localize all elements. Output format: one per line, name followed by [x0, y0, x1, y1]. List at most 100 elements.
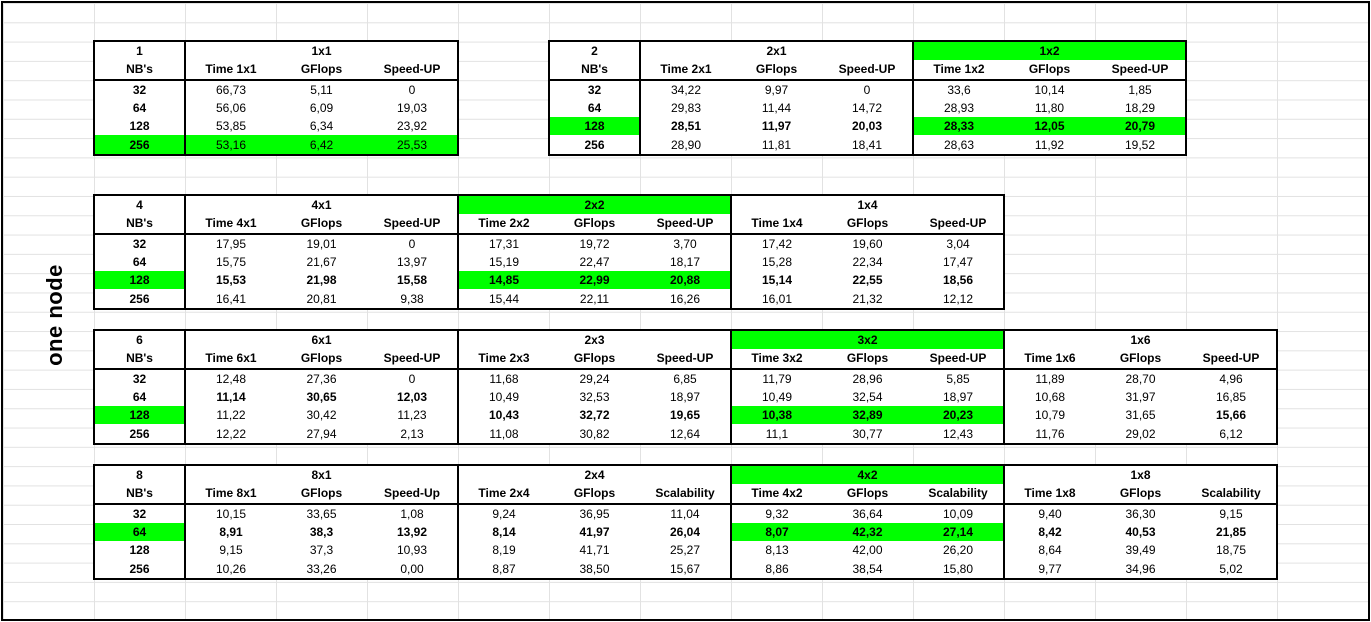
column-header: Time 3x2 [731, 349, 822, 370]
column-header: GFlops [276, 349, 367, 370]
value-cell: 10,68 [1034, 390, 1066, 405]
value-cell: 9,38 [367, 289, 459, 310]
value-cell: 0,00 [367, 559, 459, 580]
table-row: 64 11,14 30,65 12,03 10,49 32,53 18,97 10,49 32,… [93, 387, 1278, 407]
value-cell: 10,93 [367, 541, 459, 560]
table-row: 32 34,22 9,97 0 33,6 10,14 1,85 [548, 79, 1187, 99]
value-cell: 13,97 [367, 252, 459, 272]
value-cell: 17,31 [488, 236, 520, 251]
value-cell: 0 [367, 233, 459, 253]
value-cell: 31,65 [1125, 408, 1156, 423]
value-cell: 30,82 [549, 424, 640, 445]
value-cell: 19,65 [640, 406, 732, 425]
value-cell: 17,42 [761, 236, 793, 251]
value-cell: 6,09 [309, 101, 334, 116]
value-cell: 11,44 [761, 101, 792, 116]
value-cell: 31,97 [1125, 390, 1156, 405]
column-header: GFlops [822, 349, 913, 370]
value-cell: 21,67 [306, 255, 337, 270]
block-id: 2 [548, 39, 641, 61]
value-cell: 36,95 [579, 506, 610, 521]
column-header: Speed-UP [913, 214, 1005, 235]
column-header: Speed-UP [640, 349, 732, 370]
group-title: 1x2 [913, 39, 1187, 61]
value-cell: 18,41 [822, 135, 914, 156]
nb-cell: 32 [93, 368, 186, 388]
nb-cell: 256 [93, 135, 186, 156]
column-header: Time 2x4 [458, 484, 549, 505]
value-cell: 15,53 [215, 273, 247, 288]
column-header: Speed-UP [822, 60, 914, 81]
value-cell: 20,88 [640, 271, 732, 290]
value-cell: 11,04 [640, 503, 732, 523]
value-cell: 20,79 [1095, 117, 1187, 136]
value-cell: 16,85 [1186, 387, 1278, 407]
value-cell: 42,32 [822, 522, 913, 542]
nb-cell: 256 [93, 559, 186, 580]
value-cell: 9,15 [1186, 503, 1278, 523]
value-cell: 11,23 [367, 406, 459, 425]
table-row: 256 28,90 11,81 18,41 28,63 11,92 19,52 [548, 135, 1187, 156]
table-row: 128 15,53 21,98 15,58 14,85 22,99 20,88 15,14 22… [93, 271, 1005, 290]
column-header: GFlops [1095, 349, 1186, 370]
value-cell: 22,55 [852, 273, 883, 288]
value-cell: 15,44 [458, 289, 549, 310]
column-header: GFlops [276, 214, 367, 235]
value-cell: 12,43 [913, 424, 1005, 445]
value-cell: 3,70 [640, 233, 732, 253]
column-header: Time 2x1 [640, 60, 731, 81]
value-cell: 8,87 [458, 559, 549, 580]
value-cell: 53,85 [215, 119, 247, 134]
column-header: GFlops [822, 484, 913, 505]
value-cell: 30,42 [306, 408, 337, 423]
column-header: Speed-UP [1186, 349, 1278, 370]
nb-header: NB's [93, 214, 186, 235]
block-id: 4 [93, 193, 186, 215]
value-cell: 3,04 [913, 233, 1005, 253]
column-header: Scalability [913, 484, 1005, 505]
value-cell: 1,08 [367, 503, 459, 523]
column-header: Speed-UP [640, 214, 732, 235]
value-cell: 15,66 [1186, 406, 1278, 425]
value-cell: 20,81 [276, 289, 367, 310]
value-cell: 29,24 [579, 371, 610, 386]
value-cell: 34,22 [670, 82, 702, 97]
nb-cell: 256 [93, 289, 186, 310]
value-cell: 22,34 [852, 255, 883, 270]
value-cell: 11,80 [1034, 101, 1065, 116]
value-cell: 28,51 [670, 119, 702, 134]
value-cell: 19,03 [367, 98, 459, 118]
value-cell: 36,30 [1125, 506, 1156, 521]
value-cell: 12,22 [185, 424, 276, 445]
value-cell: 11,81 [731, 135, 822, 156]
value-cell: 0 [822, 79, 914, 99]
value-cell: 9,32 [765, 506, 789, 521]
table-row: 128 53,85 6,34 23,92 [93, 117, 459, 136]
table-row: 256 53,16 6,42 25,53 [93, 135, 459, 156]
results-table-2: 2 2x1 1x2 NB's Time 2x1 GFlops Speed-UP Time 1x… [548, 39, 1187, 156]
column-header: GFlops [731, 60, 822, 81]
value-cell: 22,11 [549, 289, 640, 310]
value-cell: 13,92 [367, 522, 459, 542]
value-cell: 12,12 [913, 289, 1005, 310]
value-cell: 11,22 [216, 408, 246, 423]
value-cell: 38,50 [549, 559, 640, 580]
table-row: 256 10,26 33,26 0,00 8,87 38,50 15,67 8,86 38,54… [93, 559, 1278, 580]
value-cell: 38,54 [822, 559, 913, 580]
value-cell: 28,96 [852, 371, 883, 386]
value-cell: 15,14 [761, 273, 793, 288]
column-header: Time 1x2 [913, 60, 1004, 81]
value-cell: 40,53 [1125, 525, 1156, 540]
value-cell: 10,38 [731, 406, 822, 425]
value-cell: 27,36 [306, 371, 337, 386]
value-cell: 28,33 [913, 117, 1004, 136]
column-header: Time 2x3 [458, 349, 549, 370]
value-cell: 1,85 [1095, 79, 1187, 99]
value-cell: 22,47 [579, 255, 610, 270]
column-header: Speed-UP [913, 349, 1005, 370]
results-table-8: 8 8x1 2x4 4x2 1x8 NB's Time 8x1 GFlops Speed-Up T… [93, 463, 1278, 580]
value-cell: 9,15 [219, 543, 243, 558]
value-cell: 29,83 [670, 101, 702, 116]
value-cell: 18,56 [913, 271, 1005, 290]
nb-cell: 64 [548, 98, 641, 118]
